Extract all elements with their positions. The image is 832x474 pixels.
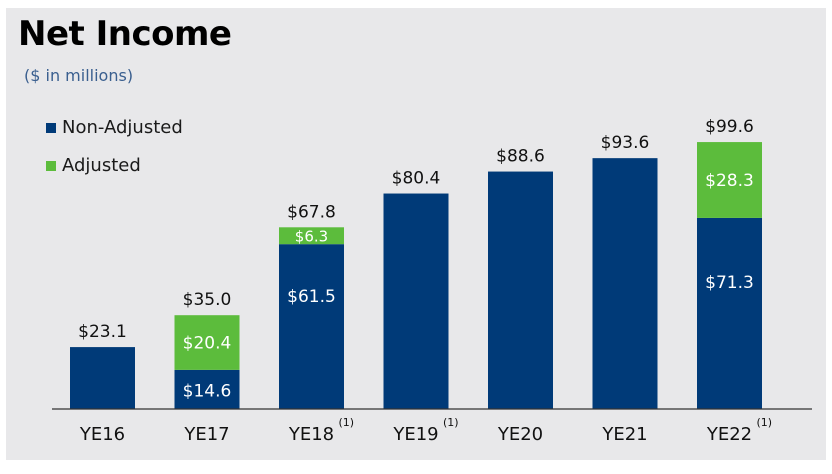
total-label-ye16: $23.1 <box>78 322 127 342</box>
bar-label-adjusted-ye18: $6.3 <box>295 228 328 246</box>
x-tick-label-ye17: YE17 <box>183 424 229 445</box>
chart-title: Net Income <box>18 14 232 54</box>
bar-non-adjusted-ye22 <box>697 217 762 409</box>
bar-non-adjusted-ye17 <box>174 369 240 409</box>
total-label-ye19: $80.4 <box>392 169 441 189</box>
footnote-marker-ye19: (1) <box>443 416 459 429</box>
legend-item-adjusted: Adjusted <box>46 155 141 176</box>
bar-adjusted-ye17 <box>174 315 240 370</box>
bar-non-adjusted-ye18 <box>279 244 344 409</box>
x-tick-label-ye22: YE22 <box>706 424 752 445</box>
legend-swatch-adjusted <box>46 160 56 171</box>
footnote-marker-ye22: (1) <box>757 416 773 429</box>
bar-label-non-adjusted-ye22: $71.3 <box>705 273 754 293</box>
total-label-ye20: $88.6 <box>496 147 545 167</box>
bar-non-adjusted-ye20 <box>488 171 553 409</box>
bar-non-adjusted-ye16 <box>70 347 135 409</box>
legend-label-non-adjusted: Non-Adjusted <box>62 117 183 138</box>
bar-label-adjusted-ye22: $28.3 <box>705 171 754 191</box>
bar-adjusted-ye22 <box>697 142 762 218</box>
x-tick-label-ye19: YE19 <box>392 424 438 445</box>
bar-label-non-adjusted-ye18: $61.5 <box>287 287 336 307</box>
bar-label-non-adjusted-ye17: $14.6 <box>183 381 232 401</box>
x-tick-label-ye18: YE18 <box>288 424 334 445</box>
bar-non-adjusted-ye21 <box>592 158 658 409</box>
chart-subtitle: ($ in millions) <box>24 66 134 85</box>
total-label-ye17: $35.0 <box>183 290 232 310</box>
legend-item-non-adjusted: Non-Adjusted <box>46 117 183 138</box>
bar-adjusted-ye18 <box>279 227 344 245</box>
x-tick-label-ye16: YE16 <box>79 424 125 445</box>
total-label-ye18: $67.8 <box>287 202 336 222</box>
legend-label-adjusted: Adjusted <box>62 155 141 176</box>
footnote-marker-ye18: (1) <box>339 416 355 429</box>
legend-swatch-non-adjusted <box>46 122 56 133</box>
total-label-ye22: $99.6 <box>705 117 754 137</box>
bar-label-adjusted-ye17: $20.4 <box>183 334 232 354</box>
x-tick-label-ye20: YE20 <box>497 424 543 445</box>
total-label-ye21: $93.6 <box>601 133 650 153</box>
bar-non-adjusted-ye19 <box>383 193 449 409</box>
x-tick-label-ye21: YE21 <box>601 424 647 445</box>
